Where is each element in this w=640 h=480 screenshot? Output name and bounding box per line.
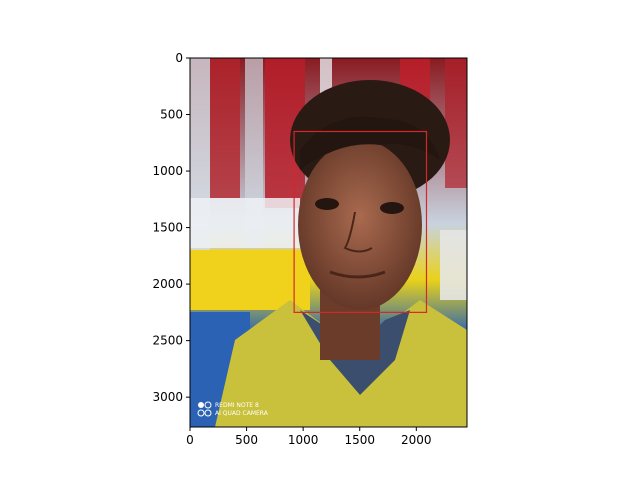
camera-watermark: REDMI NOTE 8 AI QUAD CAMERA bbox=[197, 401, 269, 417]
x-tick-label: 1500 bbox=[344, 433, 375, 447]
y-tick-label: 0 bbox=[175, 51, 183, 65]
photo: REDMI NOTE 8 AI QUAD CAMERA bbox=[190, 58, 467, 427]
x-tick-label: 500 bbox=[235, 433, 258, 447]
axes-frame bbox=[189, 57, 468, 428]
y-axis: 0 500 1000 1500 2000 2500 3000 bbox=[152, 51, 190, 404]
y-tick-label: 3000 bbox=[152, 390, 183, 404]
x-tick-label: 0 bbox=[186, 433, 194, 447]
x-tick-label: 2000 bbox=[401, 433, 432, 447]
watermark-line2: AI QUAD CAMERA bbox=[215, 410, 269, 417]
watermark-line1: REDMI NOTE 8 bbox=[215, 402, 259, 409]
y-tick-label: 2000 bbox=[152, 277, 183, 291]
y-tick-label: 2500 bbox=[152, 334, 183, 348]
face-bounding-box bbox=[293, 130, 428, 313]
y-tick-label: 500 bbox=[160, 108, 183, 122]
x-tick-label: 1000 bbox=[288, 433, 319, 447]
x-axis: 0 500 1000 1500 2000 bbox=[186, 427, 432, 447]
y-tick-label: 1500 bbox=[152, 221, 183, 235]
y-tick-label: 1000 bbox=[152, 164, 183, 178]
